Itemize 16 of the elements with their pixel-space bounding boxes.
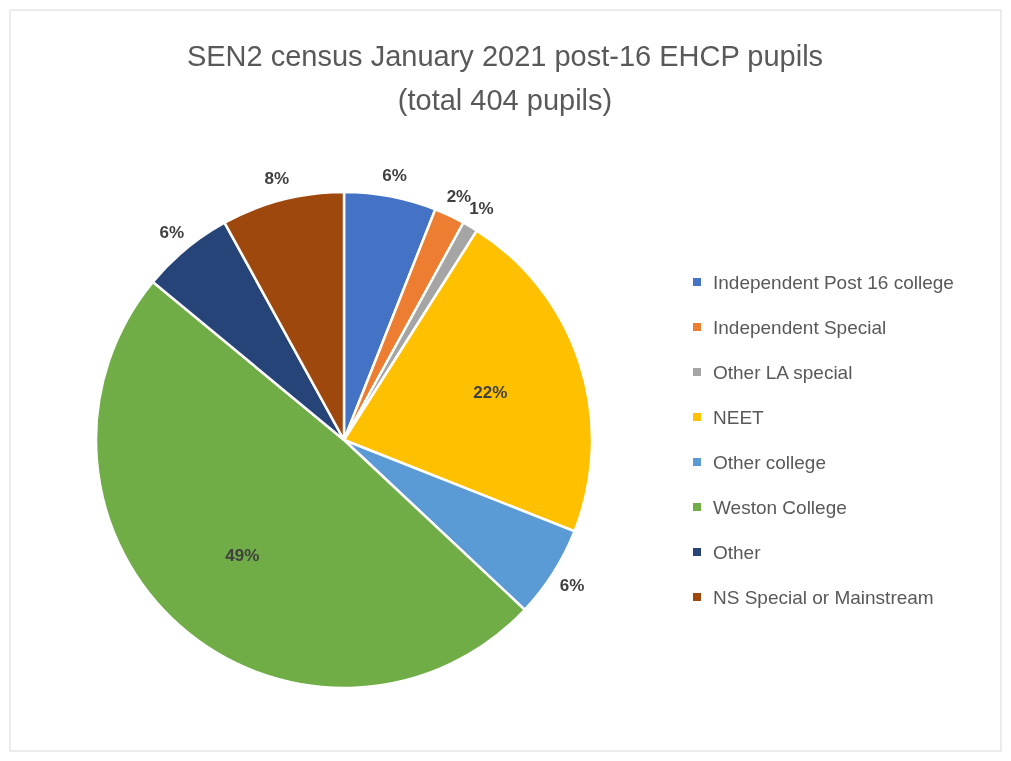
legend-label: Other bbox=[713, 541, 762, 563]
legend-label: Independent Post 16 college bbox=[713, 271, 954, 293]
legend-label: Other LA special bbox=[713, 361, 853, 383]
data-label: 6% bbox=[559, 575, 585, 595]
legend-label: NS Special or Mainstream bbox=[713, 586, 934, 608]
legend-label: Weston College bbox=[713, 496, 847, 518]
data-label: 49% bbox=[225, 546, 260, 566]
legend-label: NEET bbox=[713, 406, 765, 428]
chart-title: SEN2 census January 2021 post-16 EHCP pupils bbox=[186, 40, 824, 72]
legend-label: Independent Special bbox=[713, 316, 887, 338]
data-label: 22% bbox=[473, 383, 508, 403]
chart-subtitle: (total 404 pupils) bbox=[397, 84, 613, 116]
legend-label: Other college bbox=[713, 451, 827, 473]
data-label: 6% bbox=[382, 165, 407, 185]
data-label: 6% bbox=[159, 222, 185, 242]
data-label: 8% bbox=[264, 169, 290, 189]
